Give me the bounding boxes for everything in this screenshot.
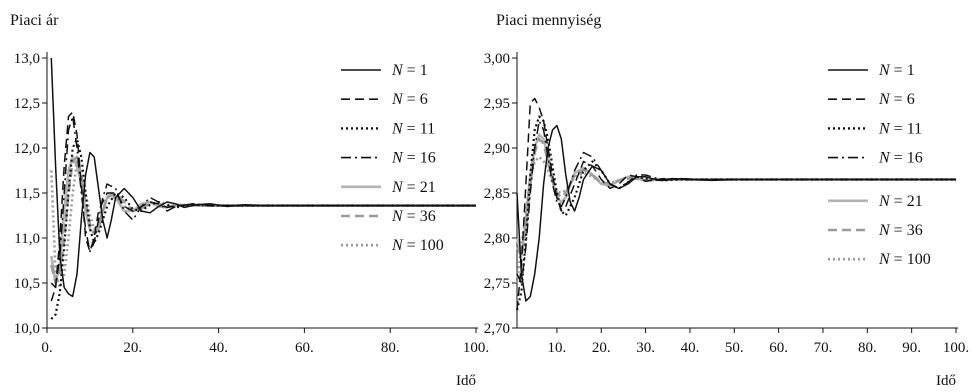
quantity-x-tick-label: 50. [725,340,744,356]
quantity-y-tick-label: 3,00 [484,51,510,67]
quantity-x-tick-label: 90. [902,340,921,356]
price-chart: Piaci ár 10,0 10,5 11,0 11,5 12,0 12,5 13,0 0. 20… [10,12,489,389]
quantity-chart-title: Piaci mennyiség [496,12,601,29]
quantity-y-tick-label: 2,95 [484,96,510,112]
quantity-legend-label: N = 21 [878,193,923,210]
price-x-tick-label: 100. [463,340,489,356]
quantity-chart: Piaci mennyiség 2,70 2,75 2,80 2,85 2,90 2,95 3… [484,12,969,389]
quantity-legend-label: N = 36 [878,222,923,239]
price-x-tick-label: 20. [123,340,142,356]
price-x-tick-label: 0. [41,340,52,356]
price-x-tick-label: 40. [209,340,228,356]
price-x-tick-label: 80. [381,340,400,356]
quantity-legend-label: N = 6 [878,91,915,108]
price-y-tick-label: 13,0 [14,51,40,67]
price-legend-label: N = 1 [391,62,428,79]
quantity-series-line [515,115,956,311]
quantity-x-tick-label: 80. [858,340,877,356]
quantity-x-tick-label: 70. [814,340,833,356]
price-legend-label: N = 21 [391,179,436,196]
quantity-x-tick-label: 100. [943,340,969,356]
quantity-legend-label: N = 11 [878,120,922,137]
quantity-x-tick-label: 40. [681,340,700,356]
quantity-legend-label: N = 1 [878,62,915,79]
price-x-tick-label: 60. [295,340,314,356]
quantity-x-tick-label: 30. [636,340,655,356]
quantity-y-tick-label: 2,80 [484,231,510,247]
price-legend-label: N = 16 [391,150,436,167]
quantity-x-tick-label: 10. [548,340,567,356]
price-series-line [50,115,476,289]
price-legend-label: N = 6 [391,91,428,108]
quantity-y-tick-label: 2,90 [484,141,510,157]
quantity-x-axis-label: Idő [936,373,956,389]
quantity-y-tick-label: 2,85 [484,186,510,202]
quantity-x-tick-label: 20. [592,340,611,356]
price-x-axis-label: Idő [456,373,476,389]
price-y-tick-label: 11,5 [14,186,40,202]
quantity-y-tick-label: 2,70 [484,321,510,337]
price-legend-label: N = 11 [391,120,435,137]
price-legend-label: N = 36 [391,208,436,225]
quantity-x-tick-label: 60. [769,340,788,356]
price-y-tick-label: 10,5 [14,276,40,292]
quantity-legend-label: N = 100 [878,251,931,268]
price-chart-title: Piaci ár [10,12,59,29]
price-y-tick-label: 12,0 [14,141,40,157]
price-legend-label: N = 100 [391,237,444,254]
price-y-tick-label: 11,0 [14,231,40,247]
price-y-tick-label: 12,5 [14,96,40,112]
quantity-legend-label: N = 16 [878,150,923,167]
price-series-line [50,160,476,289]
quantity-y-tick-label: 2,75 [484,276,510,292]
quantity-series-line [516,120,956,284]
price-y-tick-label: 10,0 [14,321,40,337]
